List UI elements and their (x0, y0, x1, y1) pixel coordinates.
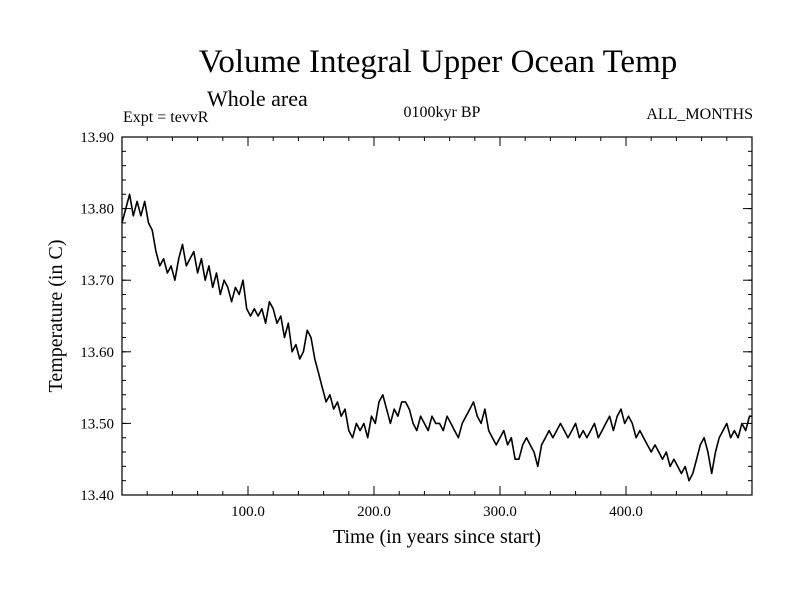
y-tick-label: 13.60 (80, 345, 114, 361)
experiment-label: Expt = tevvR (123, 109, 209, 126)
temperature-series-line (121, 193, 752, 482)
y-tick-label: 13.90 (80, 130, 114, 146)
x-axis-label: Time (in years since start) (333, 526, 541, 548)
x-tick-label: 200.0 (357, 504, 391, 520)
chart-subtitle: Whole area (207, 86, 308, 111)
y-tick-label: 13.70 (80, 273, 114, 289)
x-tick-label: 400.0 (609, 504, 643, 520)
y-tick-label: 13.50 (80, 416, 114, 432)
months-label: ALL_MONTHS (646, 106, 753, 123)
plot-frame (121, 136, 753, 496)
period-label: 0100kyr BP (403, 104, 481, 121)
x-tick-label: 300.0 (483, 504, 517, 520)
chart-title: Volume Integral Upper Ocean Temp (198, 44, 678, 80)
y-axis-label: Temperature (in C) (45, 240, 67, 393)
x-tick-label: 100.0 (231, 504, 265, 520)
y-tick-label: 13.80 (80, 202, 114, 218)
y-tick-label: 13.40 (80, 488, 114, 504)
